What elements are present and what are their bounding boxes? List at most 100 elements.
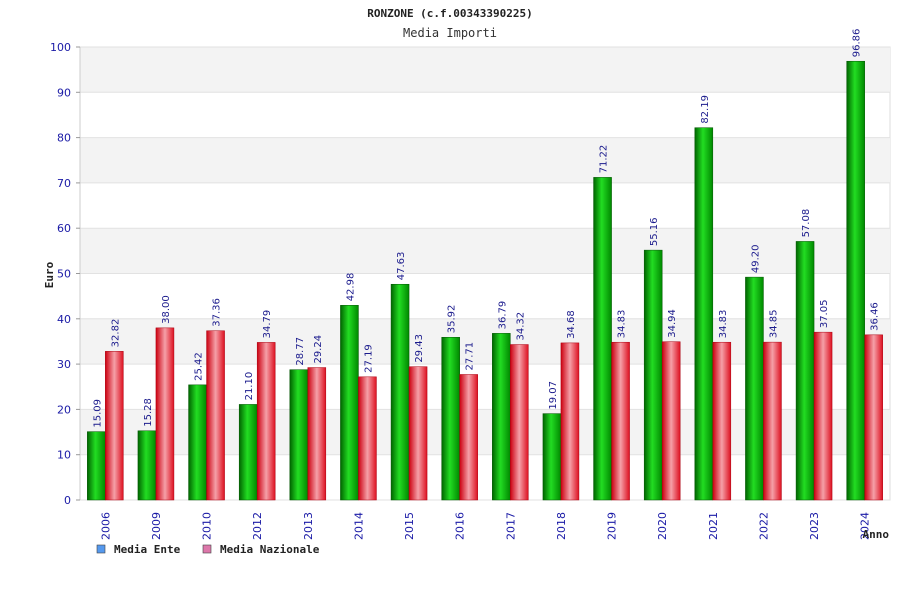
bar-media-ente [87, 431, 106, 501]
data-label: 47.63 [396, 252, 407, 281]
x-tick-label: 2010 [201, 512, 214, 540]
y-tick-label: 40 [57, 313, 71, 326]
bar-media-nazionale [661, 341, 681, 501]
bar-media-nazionale [864, 334, 883, 501]
x-tick-label: 2019 [606, 512, 619, 540]
bar-media-ente [542, 413, 562, 501]
x-tick-label: 2016 [454, 512, 467, 540]
data-label: 34.32 [515, 312, 526, 341]
data-label: 27.19 [363, 344, 374, 373]
data-label: 29.24 [313, 335, 324, 364]
bar-media-nazionale [510, 344, 529, 501]
data-label: 34.85 [768, 309, 779, 338]
x-tick-label: 2013 [302, 512, 315, 540]
x-tick-label: 2021 [707, 512, 720, 540]
data-label: 37.05 [819, 300, 830, 329]
data-label: 34.83 [718, 310, 729, 339]
bar-media-ente [188, 384, 207, 501]
grid-band [80, 47, 890, 93]
data-label: 19.07 [548, 381, 559, 410]
bar-media-nazionale [763, 341, 782, 501]
data-label: 57.08 [801, 209, 812, 238]
x-tick-label: 2017 [504, 512, 517, 540]
bar-media-ente [694, 127, 714, 501]
bar-media-nazionale [256, 342, 276, 501]
legend: Media Ente Media Nazionale [96, 543, 320, 556]
bar-media-ente [289, 369, 309, 501]
bar-media-nazionale [611, 341, 630, 501]
bar-media-nazionale [155, 327, 175, 501]
data-label: 15.28 [143, 398, 154, 427]
bar-media-ente [846, 60, 865, 501]
x-tick-label: 2012 [251, 512, 264, 540]
bar-media-ente [137, 430, 157, 501]
y-axis-label: Euro [43, 261, 56, 288]
x-tick-label: 2009 [150, 512, 163, 540]
y-axis-ticks: 0 10 20 30 40 50 60 70 80 90 100 [50, 41, 80, 507]
data-label: 29.43 [414, 334, 425, 363]
x-tick-label: 2015 [403, 512, 416, 540]
bar-media-ente [593, 177, 612, 501]
bar-media-nazionale [358, 376, 377, 501]
y-tick-label: 60 [57, 222, 71, 235]
y-tick-label: 20 [57, 403, 71, 416]
bar-media-ente [795, 241, 815, 501]
data-label: 21.10 [244, 372, 255, 401]
bar-media-ente [340, 305, 359, 501]
data-label: 36.46 [870, 302, 881, 331]
data-label: 27.71 [465, 342, 476, 371]
x-tick-label: 2020 [656, 512, 669, 540]
chart-subtitle: Media Importi [403, 26, 497, 40]
x-axis-ticks: 2006 2009 2010 2012 2013 2014 2015 2016 2017 2018… [99, 512, 871, 540]
y-tick-label: 0 [64, 494, 71, 507]
bar-media-ente [643, 249, 663, 501]
bar-media-nazionale [712, 341, 732, 501]
data-label: 55.16 [649, 217, 660, 246]
bar-media-nazionale [813, 331, 833, 501]
bar-media-nazionale [105, 351, 124, 501]
x-tick-label: 2018 [555, 512, 568, 540]
x-tick-label: 2024 [859, 512, 872, 540]
bar-media-ente [441, 337, 460, 501]
data-label: 82.19 [700, 95, 711, 124]
bar-media-nazionale [408, 366, 428, 501]
legend-swatch-media-nazionale [202, 544, 212, 554]
legend-label-media-nazionale: Media Nazionale [220, 543, 320, 556]
y-tick-label: 30 [57, 358, 71, 371]
y-tick-label: 10 [57, 449, 71, 462]
grid-band [80, 228, 890, 274]
data-label: 34.94 [667, 309, 678, 338]
bar-media-ente [390, 283, 410, 501]
bar-media-nazionale [307, 367, 327, 501]
bar-media-nazionale [560, 342, 580, 501]
data-label: 34.83 [617, 310, 628, 339]
y-tick-label: 70 [57, 177, 71, 190]
chart-title: RONZONE (c.f.00343390225) [367, 7, 533, 20]
data-label: 49.20 [750, 244, 761, 273]
y-tick-label: 80 [57, 132, 71, 145]
bar-media-ente [745, 276, 764, 501]
y-tick-label: 90 [57, 86, 71, 99]
x-axis-label: Anno [863, 528, 890, 541]
data-label: 38.00 [161, 295, 172, 324]
x-tick-label: 2023 [808, 512, 821, 540]
grid-band [80, 137, 890, 183]
data-label: 34.68 [566, 310, 577, 339]
y-tick-label: 100 [50, 41, 71, 54]
data-label: 25.42 [194, 352, 205, 381]
bar-media-nazionale [459, 374, 478, 501]
x-tick-label: 2022 [757, 512, 770, 540]
bars [87, 60, 883, 501]
data-label: 15.09 [92, 399, 103, 428]
data-label: 71.22 [599, 145, 610, 174]
data-label: 36.79 [497, 301, 508, 330]
data-label: 34.79 [262, 310, 273, 339]
bar-media-ente [238, 404, 258, 501]
legend-swatch-media-ente [96, 544, 106, 554]
x-tick-label: 2014 [352, 512, 365, 540]
data-label: 96.86 [852, 29, 863, 58]
y-tick-label: 50 [57, 268, 71, 281]
data-label: 32.82 [110, 319, 121, 348]
legend-label-media-ente: Media Ente [114, 543, 181, 556]
